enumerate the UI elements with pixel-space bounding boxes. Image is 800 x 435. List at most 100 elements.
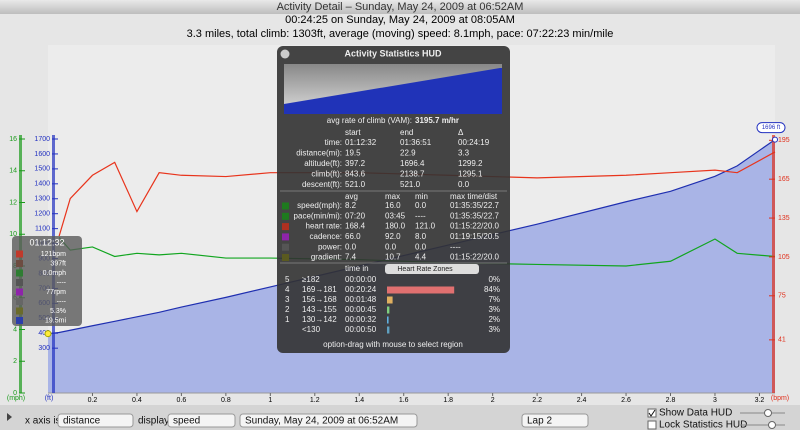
popup-button[interactable]	[239, 413, 418, 428]
popup-value[interactable]: Lap 2	[527, 416, 552, 427]
y-tick-label: 16	[9, 136, 17, 143]
zone-bar	[387, 286, 455, 294]
cell: 16.0	[385, 201, 401, 210]
popup-value[interactable]: speed	[173, 416, 200, 427]
statistics-hud[interactable]: Activity Statistics HUD avg rate of climb…	[277, 46, 510, 353]
swatch	[282, 212, 289, 220]
cell: 843.6	[345, 170, 366, 179]
swatch	[16, 279, 23, 286]
y-tick-label: 105	[778, 254, 790, 261]
row-label: power:	[318, 242, 342, 251]
y-tick-label: 14	[9, 168, 17, 175]
window-title: Activity Detail – Sunday, May 24, 2009 a…	[277, 1, 524, 13]
x-tick-label: 0.6	[177, 397, 187, 404]
cell: 521.0	[400, 180, 421, 189]
popup-button[interactable]	[521, 413, 589, 428]
zone-number: 3	[285, 295, 290, 304]
toolbar: x axis is: distance display: speed Sunday, M…	[0, 405, 800, 431]
tooltip-value: 121bpm	[41, 251, 66, 258]
popup-button[interactable]	[57, 413, 134, 428]
line	[47, 139, 776, 335]
cell: ----	[415, 211, 426, 220]
checkbox[interactable]	[647, 408, 657, 418]
zone-time: 00:01:48	[345, 295, 377, 304]
zone-time: 00:00:32	[345, 315, 377, 324]
swatch	[16, 317, 23, 324]
axis-unit: (ft)	[45, 395, 54, 402]
y-tick-label: 300	[38, 345, 50, 352]
popup-value[interactable]: Sunday, May 24, 2009 at 06:52AM	[245, 416, 398, 427]
zone-number: 5	[285, 275, 290, 284]
y-tick-label: 1300	[34, 196, 50, 203]
tooltip-value: 397ft	[50, 260, 66, 267]
tooltip-value: 0.0mph	[43, 270, 66, 277]
swatch	[16, 250, 23, 258]
swatch	[282, 243, 289, 251]
row-label: heart rate:	[306, 222, 342, 231]
zone-pct: 7%	[488, 295, 500, 304]
zone-pct: 0%	[488, 275, 500, 284]
zone-range: ≥182	[302, 275, 320, 284]
slider-knob[interactable]	[764, 409, 772, 417]
cell: 397.2	[345, 159, 366, 168]
cell: 19.5	[345, 149, 361, 158]
popup-button[interactable]	[167, 413, 236, 428]
cell: 3.3	[458, 149, 470, 158]
cell: 1696.4	[400, 159, 425, 168]
zone-range: 143→155	[302, 305, 337, 314]
cell: 00:24:19	[458, 138, 490, 147]
zone-range: 130→142	[302, 315, 337, 324]
swatch	[282, 233, 289, 241]
tooltip-time: 01:12:32	[29, 237, 64, 247]
zone-number: 2	[285, 305, 290, 314]
hud-footer: option-drag with mouse to select region	[323, 340, 463, 349]
swatch	[282, 202, 289, 210]
cell: 03:45	[385, 211, 406, 220]
swatch	[16, 269, 23, 277]
cell: 01:19:15/20.5	[450, 232, 499, 241]
x-tick-label: 2.4	[577, 397, 587, 404]
zone-time: 00:20:24	[345, 285, 377, 294]
y-tick-label: 41	[778, 337, 786, 344]
cell: 521.0	[345, 180, 366, 189]
cell: 01:15:22/20.0	[450, 253, 499, 262]
column-header: start	[345, 128, 361, 137]
zone-pct: 2%	[488, 315, 500, 324]
cell: 8.0	[415, 232, 427, 241]
dropdown[interactable]	[385, 264, 479, 274]
close-button[interactable]	[280, 49, 290, 59]
y-tick-label: 165	[778, 176, 790, 183]
cell: 1299.2	[458, 159, 483, 168]
cell: 22.9	[400, 149, 416, 158]
row-label: pace(min/mi):	[294, 211, 342, 220]
cell: 0.0	[458, 180, 470, 189]
cell: 0.0	[415, 242, 427, 251]
label: x axis is:	[25, 416, 63, 427]
dropdown-value[interactable]: Heart Rate Zones	[397, 266, 453, 273]
y-tick-label: 4	[13, 326, 17, 333]
cell: 0.0	[415, 201, 427, 210]
column-header: max time/dist	[450, 192, 498, 201]
cell: 0.0	[385, 242, 397, 251]
tooltip-value: 77rpm	[46, 289, 66, 296]
slider-knob[interactable]	[768, 421, 776, 429]
cell: 01:12:32	[345, 138, 377, 147]
row-label: altitude(ft):	[304, 159, 342, 168]
y-tick-label: 1400	[34, 181, 50, 188]
x-tick-label: 0.4	[132, 397, 142, 404]
y-tick-label: 400	[38, 330, 50, 337]
checkbox-label[interactable]: Lock Statistics HUD	[659, 420, 747, 431]
checkbox[interactable]	[647, 420, 657, 430]
zone-number: 4	[285, 285, 290, 294]
zone-bar	[387, 296, 393, 304]
row-label: cadence:	[310, 232, 342, 241]
x-tick-label: 2	[491, 397, 495, 404]
zone-time: 00:00:00	[345, 275, 377, 284]
popup-value[interactable]: distance	[63, 416, 101, 427]
row-label: speed(mph):	[297, 201, 342, 210]
tooltip: 01:12:32 121bpm 397ft 0.0mph ---- 77rpm ---- 5.…	[12, 236, 82, 326]
cell: ----	[450, 242, 461, 251]
play-button[interactable]	[7, 413, 12, 421]
checkbox-label[interactable]: Show Data HUD	[659, 408, 732, 419]
line	[58, 237, 776, 267]
